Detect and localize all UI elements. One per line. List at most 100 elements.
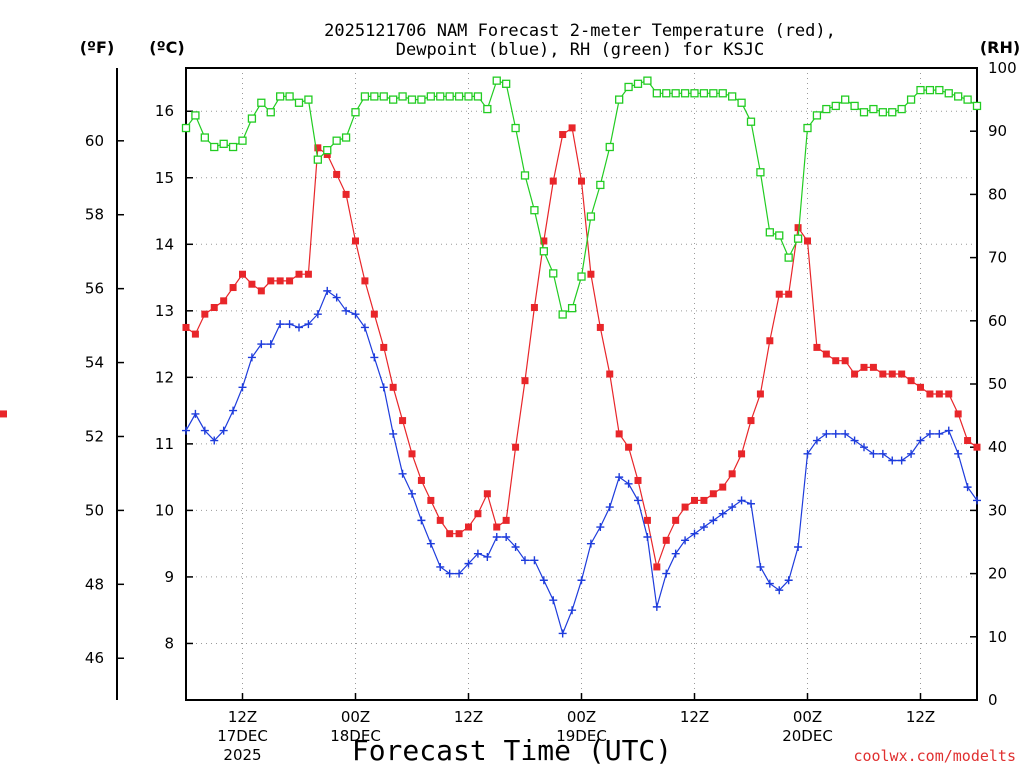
temperature-point xyxy=(455,530,463,538)
x-tick-label: 00Z xyxy=(793,708,822,726)
temperature-point xyxy=(295,270,303,278)
fahrenheit-tick-label: 54 xyxy=(85,354,104,372)
dewpoint-point xyxy=(492,533,501,542)
temperature-point xyxy=(662,536,670,544)
dewpoint-point xyxy=(784,576,793,585)
temperature-point xyxy=(568,124,576,132)
dewpoint-point xyxy=(671,549,680,558)
rh-point xyxy=(972,101,982,111)
temperature-point xyxy=(314,144,322,152)
temperature-point xyxy=(436,516,444,524)
dewpoint-point xyxy=(539,576,548,585)
x-tick-label: 2025 xyxy=(223,746,261,764)
dewpoint-point xyxy=(765,579,774,588)
temperature-point xyxy=(333,170,341,178)
x-tick-label: 00Z xyxy=(341,708,370,726)
dewpoint-point xyxy=(351,310,360,319)
dewpoint-point xyxy=(615,473,624,482)
rh-tick-label: 30 xyxy=(988,501,1007,519)
rh-point xyxy=(624,82,633,92)
temperature-point xyxy=(860,363,868,371)
rh-point xyxy=(878,108,887,117)
rh-point xyxy=(360,92,370,101)
rh-point xyxy=(652,89,661,98)
rh-point xyxy=(520,171,530,180)
temperature-point xyxy=(625,443,633,451)
temperature-point xyxy=(907,377,915,385)
rh-tick-label: 40 xyxy=(988,438,1007,456)
rh-point xyxy=(332,136,341,145)
temperature-point xyxy=(832,357,840,365)
temperature-point xyxy=(191,330,199,338)
dewpoint-point xyxy=(897,456,906,465)
temperature-point xyxy=(0,410,7,418)
rh-point xyxy=(596,180,605,190)
x-tick-label: 17DEC xyxy=(217,727,268,745)
celsius-tick-label: 14 xyxy=(155,235,174,253)
temperature-point xyxy=(728,470,736,478)
rh-point xyxy=(558,310,567,319)
rh-point xyxy=(859,108,869,117)
rh-point xyxy=(671,89,680,98)
dewpoint-point xyxy=(803,449,812,458)
rh-point xyxy=(511,123,520,133)
rh-point xyxy=(916,85,925,95)
rh-point xyxy=(191,111,200,120)
dewpoint-point xyxy=(662,569,671,578)
temperature-point xyxy=(785,290,793,298)
rh-point xyxy=(502,79,511,88)
dewpoint-point xyxy=(473,549,482,558)
rh-point xyxy=(370,92,379,101)
dewpoint-point xyxy=(266,340,275,349)
temperature-point xyxy=(672,516,680,524)
temperature-point xyxy=(794,224,802,232)
rh-point xyxy=(841,95,850,104)
temperature-point xyxy=(653,563,661,571)
temperature-point xyxy=(370,310,378,318)
dewpoint-point xyxy=(794,542,803,551)
dewpoint-point xyxy=(436,562,445,571)
dewpoint-point xyxy=(586,539,595,548)
rh-point xyxy=(426,92,435,101)
rh-point xyxy=(379,92,388,101)
temperature-point xyxy=(248,280,256,288)
temperature-point xyxy=(634,476,642,484)
dewpoint-point xyxy=(907,449,916,458)
tick-label-layer: 8 9 10 11 12 13 14 15 16 46 48 50 52 54 56 58 60 0 10 20 30 4… xyxy=(85,59,1017,764)
temperature-point xyxy=(596,323,604,331)
dewpoint-point xyxy=(229,406,238,415)
rh-point xyxy=(398,92,407,101)
temperature-point xyxy=(474,510,482,518)
temperature-point xyxy=(201,310,209,318)
temperature-point xyxy=(691,496,698,504)
rh-point xyxy=(549,269,558,278)
dewpoint-point xyxy=(502,533,511,542)
dewpoint-point xyxy=(775,586,784,595)
rh-point xyxy=(935,85,944,95)
temperature-point xyxy=(220,297,228,305)
dewpoint-point xyxy=(860,443,868,452)
dewpoint-point xyxy=(426,539,435,548)
rh-point xyxy=(228,142,238,152)
fahrenheit-tick-label: 56 xyxy=(85,280,104,298)
rh-point xyxy=(643,76,652,85)
rh-point xyxy=(662,89,671,98)
celsius-tick-label: 11 xyxy=(155,435,174,453)
temperature-point xyxy=(709,490,717,498)
rh-point xyxy=(756,168,765,177)
x-tick-label: 12Z xyxy=(228,708,257,726)
dewpoint-point xyxy=(210,436,219,445)
rh-point xyxy=(294,98,304,107)
temperature-point xyxy=(549,177,557,185)
temperature-point xyxy=(182,323,190,331)
dewpoint-point xyxy=(464,559,473,568)
credit-text[interactable]: coolwx.com/modelts xyxy=(853,747,1016,765)
temperature-point xyxy=(267,277,275,285)
rh-point xyxy=(276,92,285,101)
x-axis-title: Forecast Time (UTC) xyxy=(352,734,672,767)
rh-point xyxy=(313,155,322,164)
temperature-point xyxy=(257,287,265,295)
temperature-point xyxy=(578,177,585,185)
x-tick-label: 12Z xyxy=(906,708,935,726)
